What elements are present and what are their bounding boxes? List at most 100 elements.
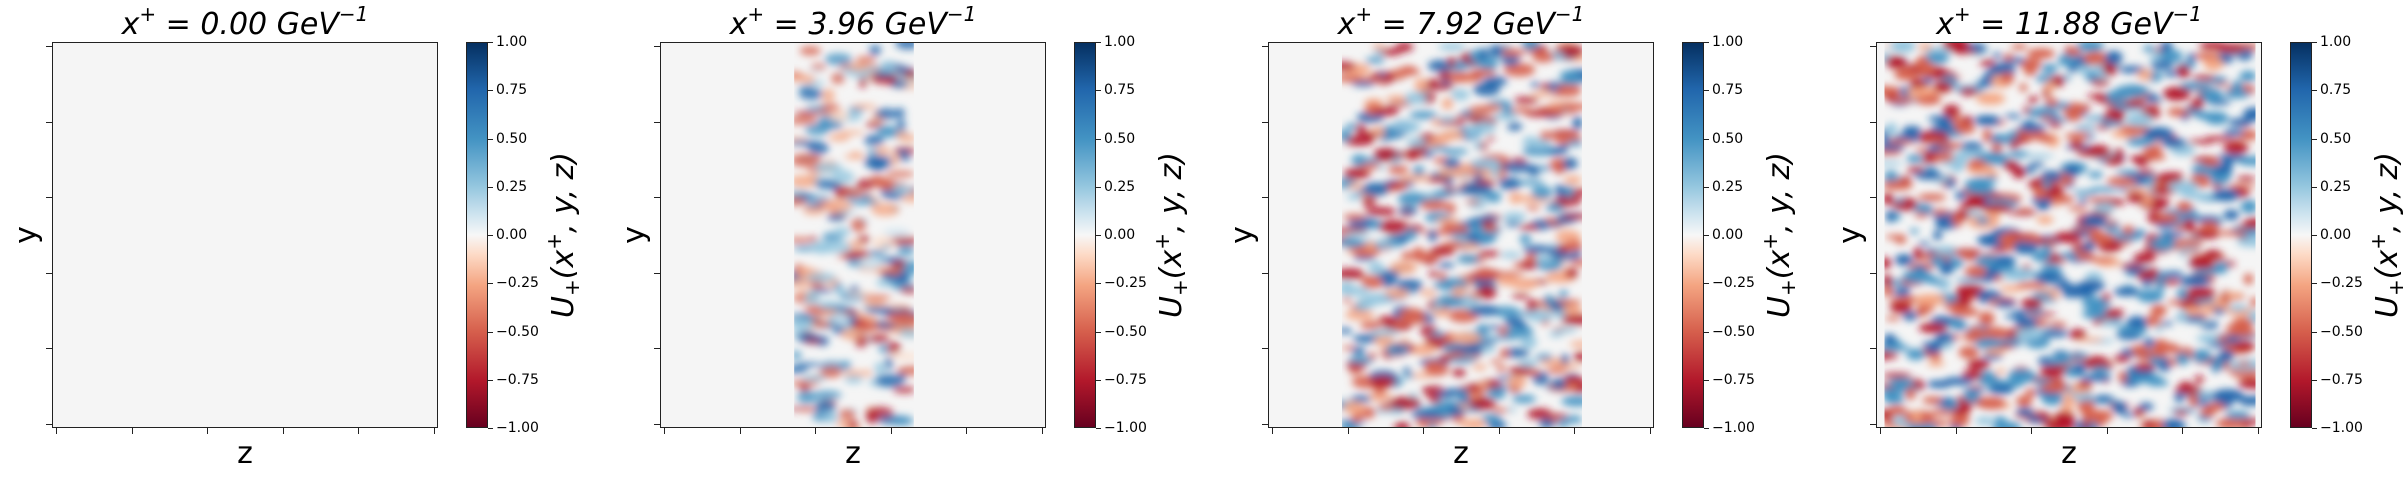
field-blob [2163,271,2184,278]
field-blob [1385,95,1410,102]
field-blob [1398,308,1424,320]
field-blob [2212,188,2240,202]
field-blob [858,194,872,200]
field-blob [2189,229,2221,240]
colorbar-tick-label: 0.00 [1712,227,1744,243]
field-blob [1950,307,1979,317]
field-blob [2223,209,2240,220]
field-blob [1481,413,1502,423]
colorbar-tick [1096,428,1101,429]
field-blob [1379,219,1408,234]
field-blob [1443,158,1461,169]
field-blob [869,44,882,56]
field-blob [1884,257,1892,269]
field-blob [1561,395,1582,407]
y-axis-tick [46,348,52,350]
y-axis-tick [654,272,660,274]
field-blob [1518,358,1538,368]
field-blob [2161,138,2187,148]
field-blob [1360,320,1383,330]
field-blob [2149,356,2163,364]
field-blob [1342,268,1366,280]
field-blob [1567,139,1582,147]
field-blob [2158,231,2186,238]
colorbar-label: U+(x+, y, z) [542,152,584,318]
field-blob [1361,182,1390,197]
field-blob [2115,170,2142,176]
field-blob [2016,407,2034,417]
field-blob [1364,207,1397,216]
field-blob [2113,287,2141,297]
field-blob [847,420,859,427]
field-blob [2042,178,2051,190]
field-blob [1906,154,1924,163]
field-blob [1519,234,1532,245]
field-blob [872,71,894,78]
field-blob [1993,255,2016,266]
field-blob [2203,249,2222,260]
field-blob [2073,363,2087,374]
colorbar-tick-label: −0.25 [1712,275,1755,292]
field-blob [1396,180,1408,187]
field-blob [1569,259,1582,266]
field-blob [2125,188,2151,194]
field-blob [1342,327,1353,334]
field-blob [1343,401,1365,415]
field-blob [2236,176,2256,182]
field-blob [2069,329,2087,340]
field-blob [794,379,820,387]
field-blob [2072,190,2097,196]
field-blob [1489,359,1503,364]
field-blob [2219,173,2232,181]
colorbar-tick-label: 1.00 [496,34,528,50]
colorbar-tick [2312,235,2317,236]
field-blob [2154,339,2167,351]
field-blob [1965,194,1986,209]
field-blob [1992,193,2005,200]
field-blob [1471,216,1501,222]
field-blob [2211,183,2223,189]
y-axis-tick [654,121,660,123]
field-blob [873,146,891,156]
field-blob [2143,338,2156,348]
field-blob [1406,137,1427,147]
field-blob [1572,116,1582,130]
field-blob [1448,232,1480,237]
field-blob [1440,277,1469,286]
y-axis-label: y [1832,226,1868,244]
field-blob [2068,206,2088,212]
y-axis-tick [1870,348,1876,350]
field-blob [1343,167,1368,180]
field-blob [1389,261,1417,274]
field-blob [2053,411,2075,425]
field-blob [2106,177,2138,186]
field-blob [1526,299,1539,313]
field-blob [1958,346,1980,359]
field-blob [1406,147,1419,161]
field-blob [2126,192,2144,203]
field-blob [1999,285,2025,292]
field-blob [1942,342,1952,350]
field-blob [1342,297,1352,303]
field-blob [2175,352,2190,366]
field-blob [839,130,864,135]
field-blob [1925,52,1949,64]
field-blob [1473,82,1501,96]
field-blob [2194,95,2204,109]
field-blob [1477,250,1501,257]
field-blob [1556,83,1582,97]
field-blob [1507,122,1523,131]
field-blob [2010,270,2042,276]
field-blob [2142,197,2153,206]
field-blob [866,149,879,155]
field-blob [2078,198,2087,204]
field-blob [2122,225,2135,235]
field-blob [2050,186,2064,195]
field-blob [867,157,887,171]
x-axis-tick [1650,428,1651,434]
field-blob [2113,354,2131,363]
colorbar-tick-label: −0.75 [1104,371,1147,388]
field-blob [1348,369,1362,375]
field-blob [2137,69,2153,81]
colorbar-tick-label: −1.00 [496,420,539,436]
